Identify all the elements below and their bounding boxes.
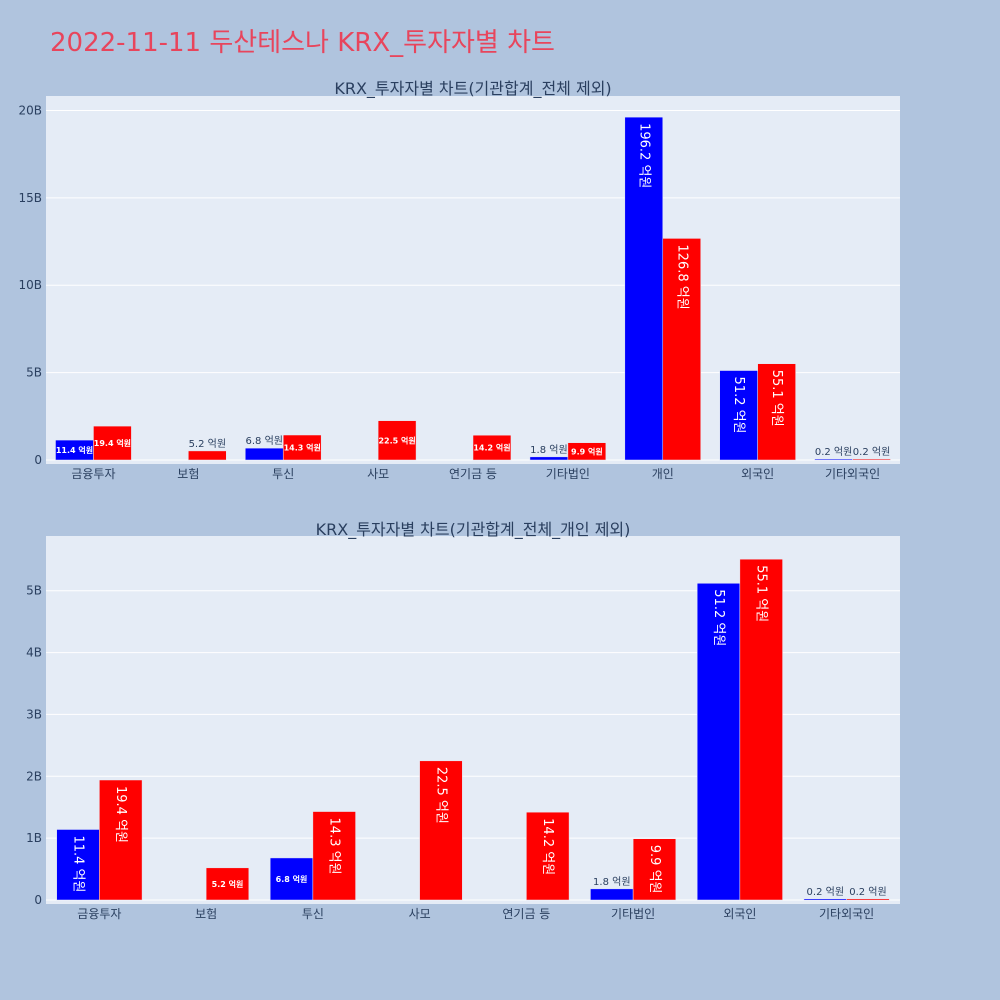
data-label: 9.9 억원 — [571, 446, 603, 456]
bar — [99, 779, 143, 901]
bar — [56, 829, 100, 901]
y-tick-label: 5B — [26, 584, 42, 598]
data-label: 14.2 억원 — [473, 443, 510, 453]
data-label: 11.4 억원 — [56, 445, 93, 455]
bar — [188, 450, 227, 461]
bar — [632, 838, 677, 901]
data-label: 19.4 억원 — [113, 786, 128, 843]
x-tick-label: 보험 — [195, 907, 217, 921]
bar — [269, 857, 314, 901]
data-label: 196.2 억원 — [636, 123, 651, 188]
bar — [93, 425, 132, 461]
data-label: 6.8 억원 — [246, 435, 283, 447]
bar — [472, 434, 512, 461]
y-tick-label: 0 — [34, 893, 42, 907]
bar — [662, 238, 701, 461]
data-label: 1.8 억원 — [593, 876, 630, 888]
chart-1: 0 5B 10B 15B 20B KRX_투자자별 차트(기관합계_전체 제외) 금융투자 1… — [18, 79, 900, 481]
data-label: 0.2 억원 — [815, 446, 852, 458]
bar — [590, 888, 634, 901]
bar — [757, 363, 796, 461]
y-tick-label: 1B — [26, 831, 42, 845]
data-label: 5.2 억원 — [189, 438, 226, 450]
y-tick-label: 4B — [26, 646, 42, 660]
data-label: 0.2 억원 — [849, 886, 886, 898]
data-label: 51.2 억원 — [711, 589, 726, 646]
x-tick-label: 연기금 등 — [449, 467, 497, 481]
data-label: 126.8 억원 — [674, 244, 689, 309]
y-tick-label: 0 — [34, 453, 42, 467]
data-label: 19.4 억원 — [94, 438, 131, 448]
x-tick-label: 투신 — [302, 907, 324, 921]
x-tick-label: 외국인 — [723, 907, 756, 921]
y-tick-label: 10B — [18, 278, 42, 292]
chart-subtitle: KRX_투자자별 차트(기관합계_전체 제외) — [334, 79, 611, 99]
data-label: 14.2 억원 — [540, 818, 555, 875]
bar — [377, 420, 417, 461]
data-label: 55.1 억원 — [754, 565, 769, 622]
bar — [852, 458, 891, 461]
data-label: 0.2 억원 — [853, 446, 890, 458]
y-tick-label: 2B — [26, 769, 42, 783]
data-label: 0.2 억원 — [807, 886, 844, 898]
data-label: 5.2 억원 — [212, 879, 244, 889]
data-label: 9.9 억원 — [647, 845, 662, 894]
data-label: 11.4 억원 — [71, 835, 86, 892]
bar — [696, 583, 741, 901]
x-tick-label: 개인 — [652, 467, 674, 481]
bar — [282, 434, 322, 461]
x-tick-label: 기타법인 — [546, 467, 590, 481]
bar — [567, 442, 607, 461]
y-tick-label: 15B — [18, 191, 42, 205]
x-tick-label: 투신 — [272, 467, 294, 481]
page-title: 2022-11-11 두산테스나 KRX_투자자별 차트 — [50, 28, 555, 58]
data-label: 1.8 억원 — [530, 444, 567, 456]
data-label: 51.2 억원 — [731, 377, 746, 434]
y-tick-label: 20B — [18, 103, 42, 117]
data-label: 55.1 억원 — [769, 370, 784, 427]
x-tick-label: 기타법인 — [611, 907, 655, 921]
bar — [719, 370, 758, 461]
bar — [312, 811, 356, 901]
data-label: 22.5 억원 — [433, 767, 448, 824]
x-tick-label: 금융투자 — [77, 907, 121, 921]
x-tick-label: 연기금 등 — [502, 907, 550, 921]
bar — [803, 898, 847, 901]
bar — [419, 760, 463, 901]
bar — [846, 898, 890, 901]
bar — [814, 458, 853, 461]
bar — [529, 456, 569, 461]
data-label: 14.3 억원 — [284, 443, 321, 453]
x-tick-label: 기타외국인 — [819, 907, 874, 921]
x-tick-label: 보험 — [177, 467, 199, 481]
y-tick-label: 5B — [26, 366, 42, 380]
x-tick-label: 금융투자 — [71, 467, 115, 481]
bar — [739, 558, 783, 901]
x-tick-label: 사모 — [409, 907, 431, 921]
x-tick-label: 외국인 — [741, 467, 774, 481]
data-label: 22.5 억원 — [378, 435, 415, 445]
y-tick-label: 3B — [26, 707, 42, 721]
x-tick-label: 사모 — [367, 467, 389, 481]
bar — [526, 811, 570, 901]
chart-2: 0 1B 2B 3B 4B 5B KRX_투자자별 차트(기관합계_전체_개인 제외) 금융투… — [26, 520, 900, 921]
data-label: 6.8 억원 — [276, 874, 308, 884]
chart-subtitle: KRX_투자자별 차트(기관합계_전체_개인 제외) — [316, 520, 631, 540]
data-label: 14.3 억원 — [327, 818, 342, 875]
bar — [245, 447, 284, 461]
bar — [205, 867, 250, 901]
x-tick-label: 기타외국인 — [825, 467, 880, 481]
